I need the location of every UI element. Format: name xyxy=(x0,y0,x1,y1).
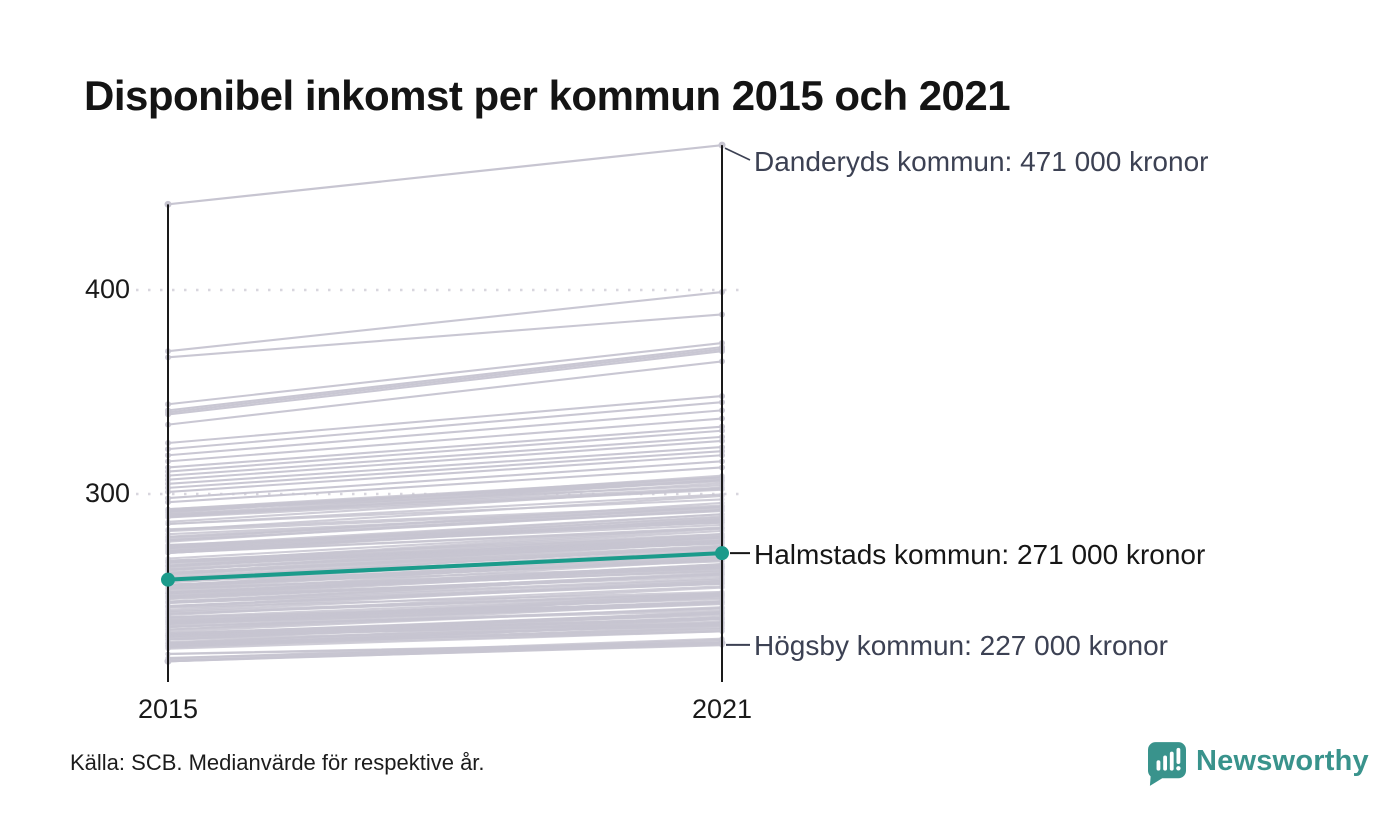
newsworthy-logo-icon xyxy=(1148,742,1186,786)
newsworthy-logo: Newsworthy xyxy=(1148,742,1369,786)
y-axis-tick-label-400: 400 xyxy=(84,274,130,304)
x-axis-label-2021: 2021 xyxy=(691,694,753,724)
source-note: Källa: SCB. Medianvärde för respektive å… xyxy=(70,750,485,775)
chart-title: Disponibel inkomst per kommun 2015 och 2… xyxy=(84,72,1011,119)
x-axis-label-2015: 2015 xyxy=(137,694,199,724)
annotation-halmstads-kommun: Halmstads kommun: 271 000 kronor xyxy=(754,539,1206,570)
y-axis-tick-label-300: 300 xyxy=(84,478,130,508)
newsworthy-logo-text: Newsworthy xyxy=(1196,744,1369,777)
annotation-danderyds-kommun: Danderyds kommun: 471 000 kronor xyxy=(754,146,1209,177)
annotation-hogsby-kommun: Högsby kommun: 227 000 kronor xyxy=(754,630,1168,661)
